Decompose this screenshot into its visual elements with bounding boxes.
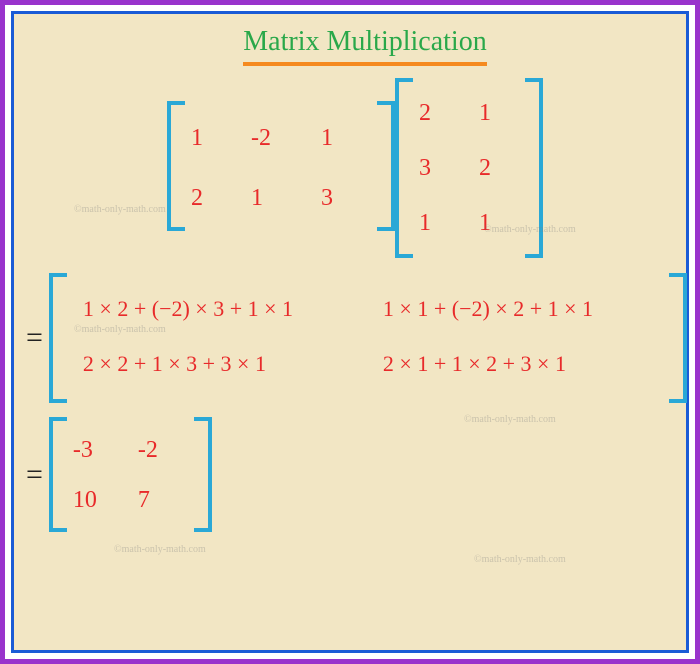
left-bracket-icon [167, 101, 185, 231]
matrix-grid: 1 -2 1 2 1 3 [185, 101, 377, 237]
expanded-row: = 1 × 2 + (−2) × 3 + 1 × 1 1 × 1 + (−2) ×… [26, 273, 674, 403]
left-bracket-icon [49, 273, 67, 403]
matrix-cell: 3 [419, 155, 431, 182]
matrix-grid: 1 × 2 + (−2) × 3 + 1 × 1 1 × 1 + (−2) × 2… [67, 273, 669, 403]
matrix-cell: 1 [251, 185, 263, 212]
matrix-cell: 2 [191, 185, 203, 212]
matrix-grid: -3 -2 10 7 [67, 417, 194, 533]
matrix-cell: 1 [479, 100, 491, 127]
watermark-text: ©math-only-math.com [114, 544, 206, 555]
right-bracket-icon [525, 78, 543, 258]
matrix-cell: 2 × 2 + 1 × 3 + 3 × 1 [73, 351, 276, 377]
matrix-cell: 7 [138, 487, 150, 514]
matrix-B: 2 1 3 2 1 1 [395, 78, 543, 259]
matrix-A: 1 -2 1 2 1 3 [167, 101, 395, 237]
matrix-cell: 1 [479, 210, 491, 237]
matrix-cell: -2 [138, 437, 158, 464]
right-bracket-icon [194, 417, 212, 532]
right-bracket-icon [377, 101, 395, 231]
matrix-cell: 1 × 1 + (−2) × 2 + 1 × 1 [373, 296, 603, 322]
equals-sign-1: = [26, 321, 43, 355]
inner-border: Matrix Multiplication 1 -2 1 2 1 3 2 1 3 2 1 1 = 1… [11, 11, 689, 653]
matrix-cell: -3 [73, 437, 93, 464]
result-row: = -3 -2 10 7 [26, 417, 674, 533]
matrix-cell: 1 [321, 125, 333, 152]
left-bracket-icon [49, 417, 67, 532]
equals-sign-2: = [26, 458, 43, 492]
right-bracket-icon [669, 273, 687, 403]
matrix-cell: 1 [419, 210, 431, 237]
matrix-cell: 2 [479, 155, 491, 182]
matrix-result: -3 -2 10 7 [49, 417, 212, 533]
matrix-grid: 2 1 3 2 1 1 [413, 78, 525, 259]
product-row: 1 -2 1 2 1 3 2 1 3 2 1 1 [26, 78, 674, 259]
matrix-cell: 2 × 1 + 1 × 2 + 3 × 1 [373, 351, 576, 377]
watermark-text: ©math-only-math.com [474, 554, 566, 565]
matrix-cell: 3 [321, 185, 333, 212]
matrix-cell: 1 × 2 + (−2) × 3 + 1 × 1 [73, 296, 303, 322]
outer-border: Matrix Multiplication 1 -2 1 2 1 3 2 1 3 2 1 1 = 1… [0, 0, 700, 664]
matrix-cell: 10 [73, 487, 97, 514]
matrix-cell: 1 [191, 125, 203, 152]
matrix-expanded: 1 × 2 + (−2) × 3 + 1 × 1 1 × 1 + (−2) × 2… [49, 273, 687, 403]
diagram-title: Matrix Multiplication [243, 26, 486, 66]
left-bracket-icon [395, 78, 413, 258]
matrix-cell: -2 [251, 125, 271, 152]
title-wrap: Matrix Multiplication [26, 26, 674, 66]
matrix-cell: 2 [419, 100, 431, 127]
